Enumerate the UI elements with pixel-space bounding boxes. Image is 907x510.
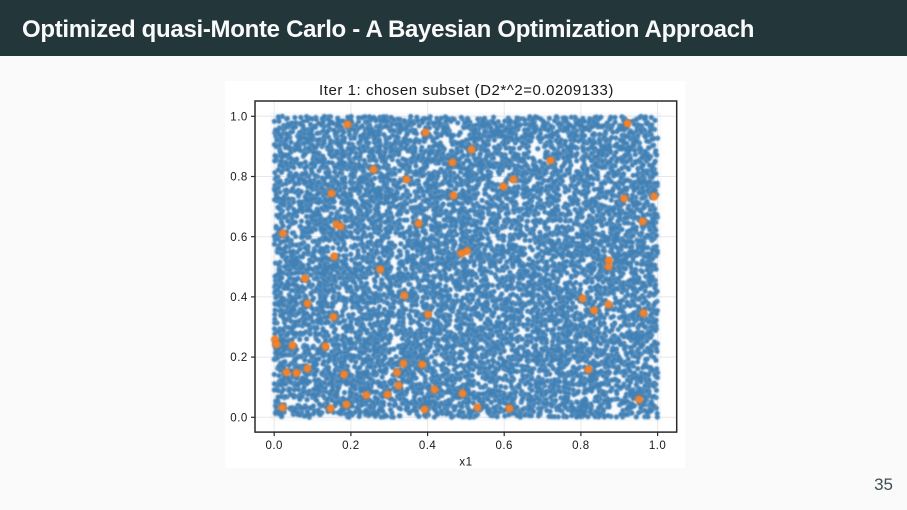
svg-text:x1: x1 <box>459 457 472 469</box>
svg-text:1.0: 1.0 <box>230 111 248 123</box>
svg-text:0.8: 0.8 <box>572 440 590 452</box>
svg-text:0.6: 0.6 <box>495 440 513 452</box>
svg-text:0.0: 0.0 <box>230 412 248 424</box>
svg-text:1.0: 1.0 <box>649 440 667 452</box>
svg-text:0.2: 0.2 <box>230 352 248 364</box>
svg-text:0.6: 0.6 <box>230 232 248 244</box>
svg-text:0.0: 0.0 <box>265 440 283 452</box>
svg-text:0.2: 0.2 <box>342 440 360 452</box>
svg-text:0.4: 0.4 <box>230 292 248 304</box>
svg-text:Iter 1: chosen subset (D2*^2=0: Iter 1: chosen subset (D2*^2=0.0209133) <box>319 82 614 99</box>
svg-text:0.4: 0.4 <box>419 440 437 452</box>
svg-text:0.8: 0.8 <box>230 172 248 184</box>
